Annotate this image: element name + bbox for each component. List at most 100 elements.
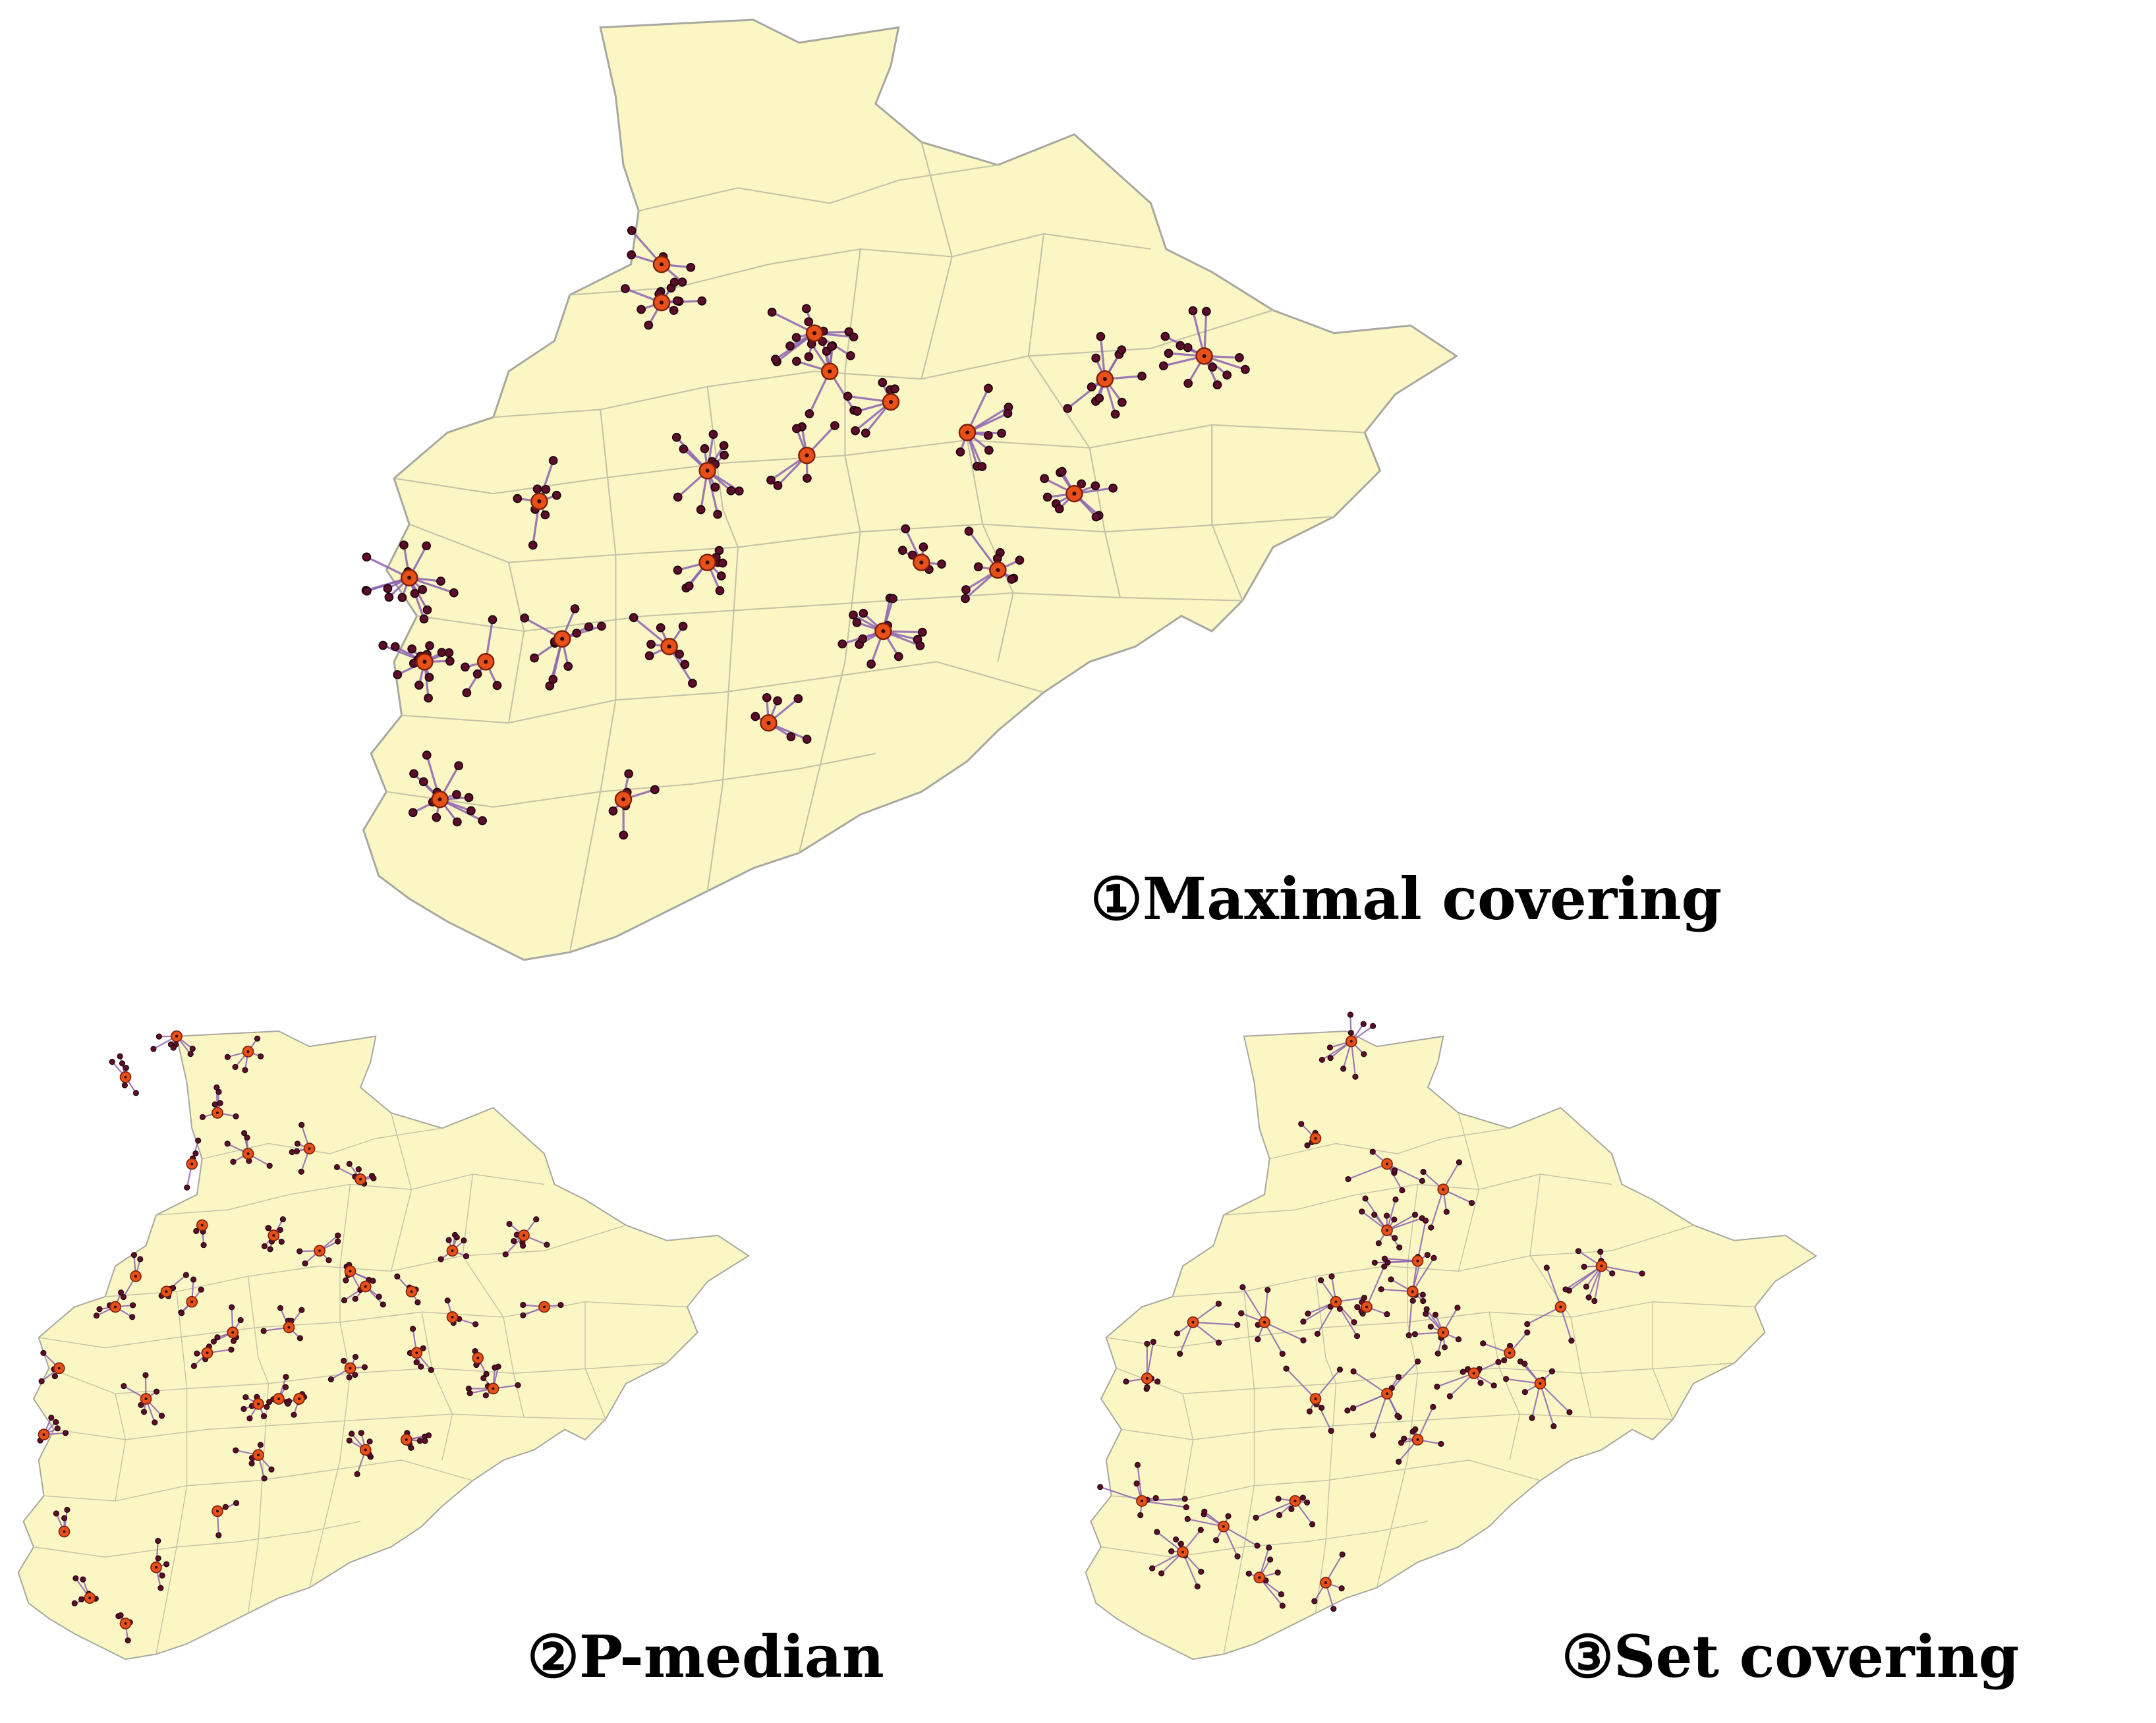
demand-point	[341, 1357, 347, 1364]
demand-point	[710, 482, 720, 492]
demand-point	[1213, 1537, 1220, 1544]
map-label-maximal-covering: ①Maximal covering	[1091, 864, 1722, 933]
facility-center	[364, 1285, 367, 1288]
demand-point	[71, 1600, 78, 1606]
demand-point	[335, 1232, 341, 1239]
demand-point	[1396, 1244, 1403, 1251]
demand-point	[627, 250, 637, 260]
facility-center	[405, 1438, 408, 1442]
demand-point	[1015, 555, 1025, 565]
demand-point	[718, 558, 727, 568]
demand-point	[407, 644, 417, 654]
facility-center	[256, 1454, 260, 1457]
demand-point	[214, 1334, 221, 1341]
demand-point	[349, 1430, 355, 1437]
demand-point	[383, 584, 393, 593]
demand-point	[1340, 1065, 1347, 1072]
demand-point	[1222, 370, 1232, 380]
demand-point	[1279, 1351, 1286, 1357]
demand-point	[1480, 1340, 1487, 1347]
facility-center	[1314, 1397, 1317, 1401]
demand-point	[726, 486, 736, 495]
demand-point	[1431, 1255, 1437, 1261]
demand-point	[1401, 1435, 1407, 1442]
demand-point	[1091, 481, 1100, 491]
demand-point	[302, 1260, 308, 1267]
district-boundary	[421, 1312, 453, 1461]
demand-point	[117, 1053, 123, 1059]
demand-point	[773, 696, 782, 706]
demand-point	[1384, 1212, 1390, 1219]
demand-point	[791, 333, 801, 343]
demand-point	[686, 262, 696, 272]
allocation-line	[1386, 1217, 1423, 1231]
demand-point	[418, 584, 428, 594]
allocation-line	[1193, 1321, 1237, 1326]
district-boundary	[507, 562, 525, 723]
allocation-line	[1372, 1393, 1388, 1436]
demand-point	[1585, 1294, 1592, 1301]
demand-point	[513, 494, 523, 503]
demand-point	[1415, 1358, 1421, 1365]
demand-point	[621, 284, 630, 293]
demand-point	[1381, 1255, 1388, 1262]
demand-point	[502, 1251, 509, 1258]
demand-point	[1240, 364, 1250, 374]
demand-point	[520, 1312, 526, 1318]
demand-point	[1183, 379, 1193, 388]
region-area	[362, 18, 1459, 961]
demand-point	[734, 486, 744, 496]
demand-point	[361, 1364, 368, 1370]
demand-point	[366, 1438, 373, 1445]
demand-point	[129, 1314, 136, 1320]
demand-point	[644, 651, 654, 661]
demand-point	[1336, 1367, 1344, 1373]
demand-point	[802, 735, 812, 744]
allocation-line	[1137, 1465, 1143, 1502]
demand-point	[178, 1310, 185, 1316]
demand-point	[785, 341, 795, 351]
demand-point	[1319, 1056, 1325, 1063]
demand-point	[390, 642, 400, 652]
demand-point	[183, 1272, 189, 1278]
demand-point	[210, 1338, 217, 1345]
demand-point	[462, 688, 472, 698]
demand-point	[1274, 1569, 1281, 1576]
demand-point	[294, 1141, 301, 1147]
demand-point	[548, 456, 558, 465]
demand-point	[297, 1335, 303, 1342]
demand-point	[1304, 1142, 1311, 1148]
demand-point	[1529, 1415, 1535, 1421]
facility-center	[659, 262, 664, 267]
demand-point	[187, 1051, 194, 1058]
district-boundary	[584, 1301, 606, 1420]
demand-point	[1150, 1338, 1156, 1345]
demand-point	[246, 1415, 253, 1422]
demand-point	[327, 1376, 334, 1383]
demand-point	[482, 1392, 489, 1399]
demand-point	[1238, 1310, 1245, 1316]
demand-point	[1288, 1506, 1295, 1512]
facility-center	[522, 1233, 526, 1237]
demand-point	[156, 1033, 162, 1040]
facility-center	[349, 1270, 352, 1273]
demand-point	[878, 378, 888, 387]
demand-point	[1352, 1073, 1359, 1080]
demand-point	[61, 1515, 68, 1521]
demand-point	[399, 540, 409, 550]
facility-center	[919, 560, 924, 565]
demand-point	[1568, 1338, 1575, 1344]
demand-point	[859, 608, 868, 618]
demand-point	[463, 1253, 470, 1260]
district-boundary	[638, 164, 998, 212]
demand-point	[267, 1246, 273, 1253]
demand-point	[675, 649, 684, 659]
demand-point	[1154, 1378, 1161, 1385]
facility-center	[1411, 1290, 1414, 1293]
demand-point	[1137, 371, 1147, 381]
demand-point	[1344, 1407, 1351, 1414]
demand-point	[454, 761, 463, 770]
district-boundary	[706, 386, 739, 891]
facility-points	[1136, 1035, 1608, 1589]
